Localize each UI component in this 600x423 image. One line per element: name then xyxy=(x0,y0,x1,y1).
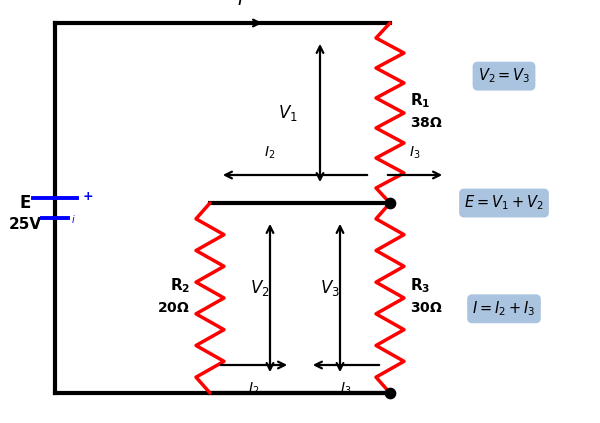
Text: $V_2 = V_3$: $V_2 = V_3$ xyxy=(478,67,530,85)
Text: $\mathbf{20\Omega}$: $\mathbf{20\Omega}$ xyxy=(157,301,190,315)
Text: $I_2$: $I_2$ xyxy=(265,145,275,161)
Point xyxy=(385,390,395,396)
Text: $\mathbf{R_3}$: $\mathbf{R_3}$ xyxy=(410,277,430,295)
Text: i: i xyxy=(72,215,75,225)
Text: $I_3$: $I_3$ xyxy=(340,381,352,397)
Text: $I_2$: $I_2$ xyxy=(248,381,260,397)
Text: $V_2$: $V_2$ xyxy=(250,278,270,298)
Text: $V_3$: $V_3$ xyxy=(320,278,340,298)
Text: $\mathbf{R_2}$: $\mathbf{R_2}$ xyxy=(170,277,190,295)
Text: $\mathbf{30\Omega}$: $\mathbf{30\Omega}$ xyxy=(410,301,443,315)
Text: E: E xyxy=(19,194,31,212)
Text: $V_1$: $V_1$ xyxy=(278,103,298,123)
Text: $\mathbf{38\Omega}$: $\mathbf{38\Omega}$ xyxy=(410,116,443,130)
Text: $I_3$: $I_3$ xyxy=(409,145,421,161)
Point xyxy=(385,200,395,206)
Text: $I = I_2 + I_3$: $I = I_2 + I_3$ xyxy=(472,299,536,318)
Text: $E = V_1 + V_2$: $E = V_1 + V_2$ xyxy=(464,194,544,212)
Text: $I$: $I$ xyxy=(236,0,244,9)
Text: 25V: 25V xyxy=(8,217,41,231)
Text: +: + xyxy=(83,190,94,203)
Text: $\mathbf{R_1}$: $\mathbf{R_1}$ xyxy=(410,92,431,110)
